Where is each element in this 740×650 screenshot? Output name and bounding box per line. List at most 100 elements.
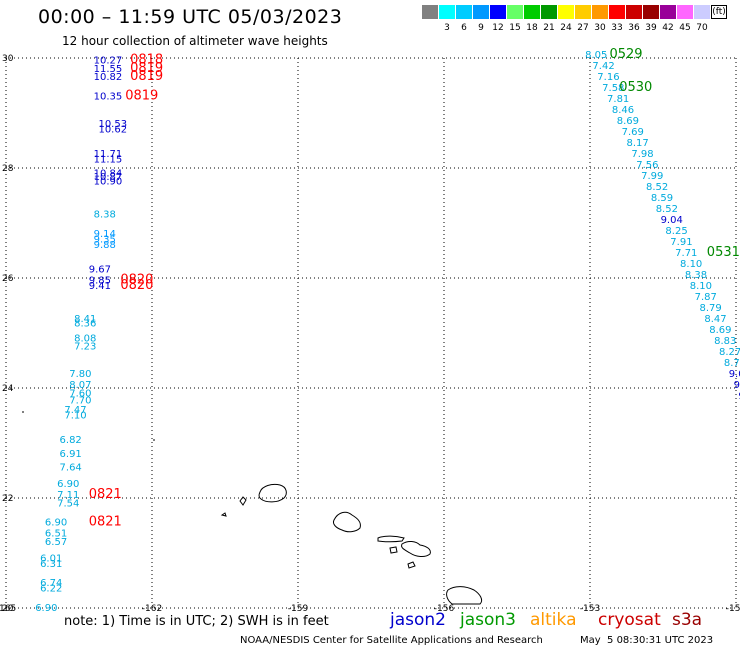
wave-height-value: 10.90 xyxy=(94,177,123,188)
island-lanai xyxy=(389,546,398,554)
wave-height-value: 6.82 xyxy=(60,435,82,446)
wave-height-value: 7.80 xyxy=(69,369,91,380)
wave-height-value: 10.87 xyxy=(94,172,123,183)
credit-line: NOAA/NESDIS Center for Satellite Applica… xyxy=(240,635,543,646)
legend: note: 1) Time is in UTC; 2) SWH is in fe… xyxy=(0,610,740,632)
wave-height-value: 6.01 xyxy=(40,553,62,564)
time-labels: 0818081908190819082008200821082105290530… xyxy=(89,47,740,530)
wave-height-value: 7.69 xyxy=(622,127,644,138)
wave-height-value: 8.17 xyxy=(627,138,649,149)
color-scale-label: 3 xyxy=(444,23,450,33)
wave-height-value: 9.41 xyxy=(89,281,111,292)
wave-height-value: 7.42 xyxy=(592,61,614,72)
wave-height-value: 9.88 xyxy=(94,240,116,251)
pass-time-label: 0819 xyxy=(130,69,163,84)
wave-height-value: 7.16 xyxy=(597,72,619,83)
color-swatch xyxy=(473,5,489,19)
wave-height-value: 6.57 xyxy=(45,537,67,548)
wave-height-value: 10.82 xyxy=(94,72,123,83)
wave-height-value: 7.99 xyxy=(641,171,663,182)
wave-height-value: 8.25 xyxy=(665,226,687,237)
wave-height-value: 9.4 xyxy=(738,391,740,402)
legend-item-altika: altika xyxy=(530,610,577,630)
wave-height-value: 7.23 xyxy=(74,342,96,353)
wave-height-value: 10.53 xyxy=(98,119,127,130)
wave-height-value: 7.60 xyxy=(69,388,91,399)
island-maui xyxy=(401,541,431,557)
legend-item-jason2: jason2 xyxy=(390,610,446,630)
wave-height-value: 8.08 xyxy=(74,333,96,344)
legend-item-cryosat: cryosat xyxy=(598,610,661,630)
x-tick-label: -165 xyxy=(0,604,16,612)
wave-height-value: 6.31 xyxy=(40,559,62,570)
island-kahoolawe xyxy=(407,561,416,569)
y-tick-label: 30 xyxy=(2,54,14,64)
color-scale-label: 30 xyxy=(594,23,606,33)
color-swatch xyxy=(439,5,455,19)
wave-height-value: 8.10 xyxy=(680,259,702,270)
wave-height-value: 7.56 xyxy=(636,160,658,171)
grid xyxy=(5,57,737,609)
color-swatch xyxy=(507,5,523,19)
wave-height-value: 8.38 xyxy=(685,270,707,281)
wave-height-value: 8.52 xyxy=(656,204,678,215)
y-tick-label: 24 xyxy=(2,384,14,394)
color-scale-label: 18 xyxy=(526,23,538,33)
wave-height-value: 6.91 xyxy=(60,449,82,460)
chart-title: 00:00 – 11:59 UTC 05/03/2023 xyxy=(38,6,343,28)
wave-height-value: 8.59 xyxy=(651,193,673,204)
wave-height-value: 7.58 xyxy=(602,83,624,94)
wave-height-value: 7.10 xyxy=(64,410,86,421)
pass-time-label: 0821 xyxy=(89,487,122,502)
color-swatch xyxy=(694,5,710,19)
color-swatch xyxy=(575,5,591,19)
color-swatch xyxy=(677,5,693,19)
wave-height-value: 8.79 xyxy=(700,303,722,314)
wave-height-value: 6.90 xyxy=(35,603,57,612)
wave-height-value: 7.47 xyxy=(64,405,86,416)
wave-height-value: 11.71 xyxy=(94,149,123,160)
wave-height-value: 7.11 xyxy=(57,490,79,501)
legend-item-jason3: jason3 xyxy=(460,610,516,630)
wave-height-value: 8.41 xyxy=(74,314,96,325)
island-niihau xyxy=(239,496,247,506)
island-hawaii xyxy=(446,586,483,605)
y-tick-label: 20 xyxy=(2,604,14,612)
color-scale-label: 15 xyxy=(509,23,521,33)
wave-height-value: 9.35 xyxy=(94,234,116,245)
island-molokai xyxy=(377,535,405,543)
color-scale-label: 9 xyxy=(478,23,484,33)
wave-height-value: 11.55 xyxy=(94,64,123,75)
wave-height-value: 9.01 xyxy=(729,369,740,380)
x-tick-label: -156 xyxy=(434,604,455,612)
pass-time-label: 0820 xyxy=(120,278,153,293)
pass-time-label: 0530 xyxy=(619,80,652,95)
wave-height-value: 9.04 xyxy=(661,215,683,226)
wave-height-value: 8.52 xyxy=(646,182,668,193)
wave-height-value: 8.36 xyxy=(74,318,96,329)
legend-item-s3a: s3a xyxy=(672,610,703,630)
hawaii-islands xyxy=(22,411,483,605)
wave-height-value: 7.70 xyxy=(69,395,91,406)
wave-height-value: 7.98 xyxy=(631,149,653,160)
wave-height-value: 6.74 xyxy=(40,578,62,589)
x-tick-label: -153 xyxy=(580,604,600,612)
color-scale-label: 39 xyxy=(645,23,657,33)
pass-time-label: 0820 xyxy=(120,273,153,288)
wave-height-value: 11.15 xyxy=(94,155,123,166)
y-tick-label: 26 xyxy=(2,274,14,284)
reef-1 xyxy=(220,512,227,517)
island-oahu xyxy=(333,511,361,533)
wave-height-value: 8.72 xyxy=(724,358,740,369)
wave-height-value: 8.10 xyxy=(690,281,712,292)
wave-height-value: 8.69 xyxy=(709,325,731,336)
color-swatch xyxy=(660,5,676,19)
color-scale-label: 27 xyxy=(577,23,589,33)
color-swatch xyxy=(609,5,625,19)
pass-time-label: 0819 xyxy=(125,88,158,103)
wave-height-value: 6.22 xyxy=(40,584,62,595)
color-scale-label: 42 xyxy=(662,23,674,33)
wave-height-value: 7.91 xyxy=(670,237,692,248)
